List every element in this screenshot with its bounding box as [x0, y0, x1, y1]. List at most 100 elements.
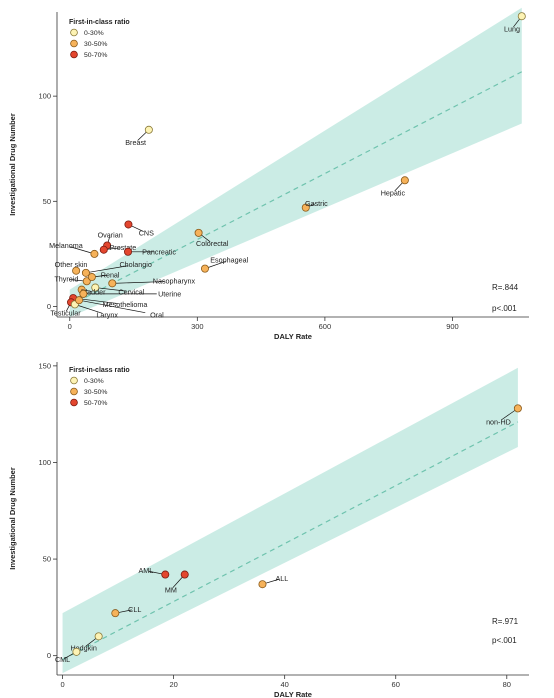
data-point: [111, 609, 120, 618]
data-point: [90, 249, 99, 258]
point-label: Prostate: [110, 243, 137, 252]
data-point: [79, 289, 88, 298]
point-label: Renal: [101, 270, 120, 279]
data-point: [94, 632, 103, 641]
x-tick-label: 0: [68, 322, 72, 331]
data-point: [99, 245, 108, 254]
point-label: Colorectal: [196, 239, 229, 248]
chart-panel-2: 0 20 40 60 80 0 50 100 150 DALY Rate Investigation…: [8, 361, 529, 698]
legend-swatch: [70, 398, 78, 407]
legend-label: 50-70%: [84, 400, 107, 407]
x-axis-title: DALY Rate: [274, 332, 312, 341]
data-point: [144, 125, 153, 134]
point-label: MM: [165, 585, 177, 594]
y-tick-label: 100: [38, 92, 51, 101]
leader-line: [74, 304, 103, 314]
point-label: CML: [55, 655, 70, 664]
x-tick-label: 900: [446, 322, 459, 331]
legend-swatch: [70, 387, 78, 396]
data-point: [72, 266, 81, 275]
point-label: AML: [138, 566, 153, 575]
x-tick-label: 20: [169, 680, 177, 689]
data-point: [513, 404, 522, 413]
leader-line: [95, 287, 127, 292]
y-axis-title: Investigational Drug Number: [8, 467, 17, 570]
data-point: [81, 268, 90, 277]
data-point: [75, 296, 84, 305]
data-point: [517, 12, 526, 21]
data-point: [200, 264, 209, 273]
regression-line: [69, 71, 523, 306]
r-value: R=.844: [492, 283, 519, 292]
data-point: [87, 273, 96, 282]
x-tick-label: 0: [60, 680, 64, 689]
point-label: Hepatic: [381, 188, 406, 197]
x-tick-label: 600: [319, 322, 332, 331]
point-label: non-HD: [486, 417, 511, 426]
chart-panel-1: 0 300 600 900 0 50 100 DALY Rate Investigational…: [8, 7, 529, 341]
point-label: Cervical: [118, 287, 144, 296]
legend-label: 50-70%: [84, 52, 107, 59]
y-tick-label: 150: [38, 361, 51, 370]
data-point: [180, 570, 189, 579]
leader-line: [85, 265, 129, 274]
leader-line: [112, 281, 165, 284]
confidence-band: [69, 7, 522, 318]
point-label: CNS: [139, 228, 154, 237]
point-label: Ovarian: [98, 230, 123, 239]
legend-swatch: [70, 39, 78, 48]
y-tick-label: 50: [43, 555, 51, 564]
y-tick-label: 50: [43, 197, 51, 206]
point-label: Gastric: [305, 199, 328, 208]
legend: First-in-class ratio 0-30% 30-50% 50-70%: [69, 19, 130, 59]
x-tick-label: 40: [280, 680, 288, 689]
legend-label: 30-50%: [84, 389, 107, 396]
point-label: Esophageal: [210, 256, 248, 265]
data-point: [82, 277, 91, 286]
point-label: Nasopharynx: [153, 277, 196, 286]
confidence-band: [62, 367, 518, 674]
y-tick-label: 0: [47, 302, 51, 311]
data-point: [400, 176, 409, 185]
leader-line: [70, 246, 95, 255]
x-tick-label: 60: [392, 680, 400, 689]
data-point: [108, 279, 117, 288]
point-label: CLL: [128, 605, 141, 614]
point-label: Lung: [504, 24, 520, 33]
p-value: p<.001: [492, 304, 517, 313]
data-point: [258, 580, 267, 589]
legend-swatch: [70, 50, 78, 59]
point-label: Hodgkin: [70, 643, 96, 652]
leader-line: [79, 299, 146, 314]
p-value: p<.001: [492, 636, 517, 645]
legend-label: 0-30%: [84, 378, 104, 385]
data-point: [72, 647, 81, 656]
point-label: Thyroid: [54, 275, 78, 284]
data-point: [124, 247, 133, 256]
legend-label: 30-50%: [84, 41, 107, 48]
legend-label: 0-30%: [84, 30, 104, 37]
data-point: [161, 570, 170, 579]
point-label: Melanoma: [49, 241, 83, 250]
point-label: Bladder: [81, 287, 106, 296]
y-tick-label: 100: [38, 458, 51, 467]
data-point: [91, 283, 100, 292]
legend-swatch: [70, 28, 78, 37]
legend-swatch: [70, 376, 78, 385]
legend-title: First-in-class ratio: [69, 367, 130, 374]
point-label: Mesothelioma: [103, 300, 148, 309]
data-point: [301, 203, 310, 212]
legend-title: First-in-class ratio: [69, 19, 130, 26]
y-tick-label: 0: [47, 651, 51, 660]
point-label: ALL: [275, 574, 288, 583]
point-label: Other skin: [55, 260, 88, 269]
point-label: Cholangio: [119, 260, 151, 269]
regression-line: [62, 421, 519, 661]
point-label: Uterine: [158, 289, 181, 298]
x-tick-label: 80: [503, 680, 511, 689]
point-label: Larynx: [96, 310, 118, 319]
data-point: [194, 228, 203, 237]
x-axis-title: DALY Rate: [274, 690, 312, 698]
